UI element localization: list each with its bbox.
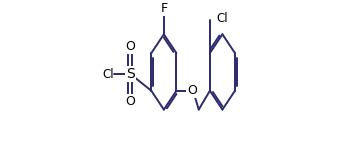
Text: S: S (126, 67, 135, 81)
Text: O: O (187, 84, 197, 97)
Text: F: F (160, 2, 167, 15)
Text: O: O (125, 40, 135, 53)
Text: O: O (125, 95, 135, 108)
Text: Cl: Cl (102, 68, 114, 81)
Text: Cl: Cl (216, 12, 228, 26)
